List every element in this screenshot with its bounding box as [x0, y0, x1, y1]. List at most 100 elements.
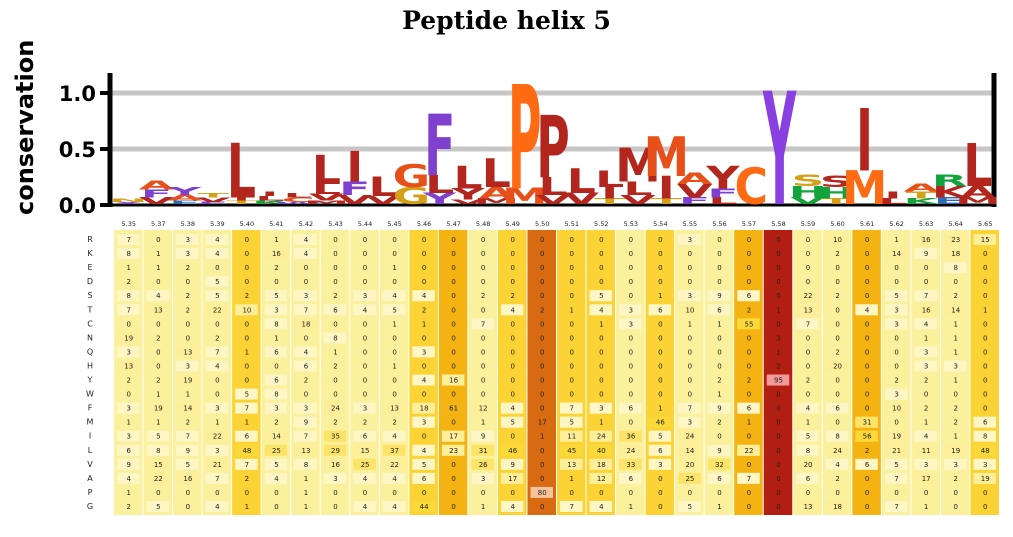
heatmap-column — [438, 230, 468, 515]
cell-value: 0 — [363, 348, 367, 356]
chart-title: Peptide helix 5 — [402, 6, 611, 35]
cell-value: 0 — [953, 391, 957, 399]
cell-value: 9 — [717, 447, 721, 455]
cell-value: 0 — [806, 264, 810, 272]
cell-value: 0 — [835, 334, 839, 342]
cell-value: 3 — [186, 236, 190, 244]
logo-letter: L — [878, 197, 907, 206]
cell-value: 0 — [776, 278, 780, 286]
cell-value: 0 — [865, 278, 869, 286]
heatmap-cell — [619, 444, 642, 456]
cell-value: 11 — [922, 447, 931, 455]
cell-value: 3 — [688, 236, 692, 244]
cell-value: 0 — [983, 362, 987, 370]
cell-value: 0 — [865, 405, 869, 413]
cell-value: 0 — [422, 250, 426, 258]
logo-letter: V — [677, 181, 712, 202]
heatmap-column — [202, 230, 232, 515]
cell-value: 3 — [894, 391, 898, 399]
cell-value: 0 — [747, 348, 751, 356]
heatmap-column — [616, 230, 645, 515]
cell-value: 6 — [274, 348, 279, 356]
heatmap-cell — [323, 472, 347, 484]
heatmap-cell — [707, 472, 731, 484]
cell-value: 0 — [865, 292, 869, 300]
logo-letter: P — [536, 99, 569, 199]
cell-value: 22 — [745, 447, 754, 455]
y-tick-label: 0.5 — [59, 138, 96, 162]
heatmap-column — [645, 230, 675, 515]
cell-value: 4 — [363, 306, 368, 314]
heatmap-column — [497, 230, 527, 515]
cell-value: 1 — [245, 348, 249, 356]
logo-letter: A — [167, 194, 203, 203]
cell-value: 0 — [215, 320, 219, 328]
cell-value: 1 — [629, 503, 633, 511]
cell-value: 3 — [894, 306, 898, 314]
heatmap-cell — [707, 402, 731, 414]
heatmap-cell — [973, 444, 996, 456]
cell-value: 0 — [894, 362, 898, 370]
heatmap-cell — [678, 500, 701, 512]
cell-value: 22 — [213, 306, 222, 314]
cell-value: 2 — [156, 377, 160, 385]
cell-value: 2 — [304, 377, 308, 385]
cell-value: 0 — [865, 475, 869, 483]
cell-value: 2 — [776, 362, 780, 370]
heatmap-cell — [117, 290, 140, 302]
heatmap-cell — [176, 444, 199, 456]
position-label: 5.40 — [240, 220, 254, 228]
heatmap-cell — [914, 458, 937, 470]
cell-value: 56 — [863, 433, 872, 441]
heatmap-column — [291, 230, 320, 515]
heatmap-cell — [205, 472, 229, 484]
cell-value: 5 — [422, 461, 426, 469]
cell-value: 0 — [835, 377, 839, 385]
heatmap-cell — [678, 234, 701, 246]
cell-value: 1 — [422, 320, 426, 328]
cell-value: 11 — [567, 433, 576, 441]
cell-value: 0 — [392, 250, 396, 258]
logo-letter: I — [346, 143, 363, 192]
cell-value: 4 — [363, 475, 368, 483]
logo-letter: L — [623, 178, 652, 199]
residue-label: W — [86, 390, 94, 399]
cell-value: 0 — [245, 250, 249, 258]
logo-letter: L — [312, 181, 341, 197]
heatmap-cell — [441, 430, 465, 442]
cell-value: 0 — [599, 362, 603, 370]
cell-value: 0 — [894, 419, 898, 427]
cell-value: 22 — [154, 475, 163, 483]
cell-value: 17 — [922, 475, 931, 483]
cell-value: 0 — [363, 236, 367, 244]
cell-value: 0 — [629, 377, 633, 385]
cell-value: 3 — [422, 419, 426, 427]
cell-value: 0 — [747, 236, 751, 244]
heatmap-cell — [264, 304, 288, 316]
logo-letter: V — [620, 193, 655, 207]
heatmap-cell — [914, 248, 937, 260]
cell-value: 0 — [570, 334, 574, 342]
logo-letter: W — [273, 201, 323, 205]
cell-value: 1 — [304, 489, 308, 497]
cell-value: 6 — [629, 405, 634, 413]
position-label: 5.44 — [358, 220, 372, 228]
cell-value: 7 — [245, 405, 249, 413]
logo-letter: Y — [450, 185, 486, 203]
residue-label: N — [87, 333, 93, 342]
heatmap-cell — [943, 458, 967, 470]
cell-value: 7 — [245, 461, 249, 469]
cell-value: 19 — [124, 334, 133, 342]
cell-value: 0 — [599, 264, 603, 272]
heatmap-cell — [589, 458, 613, 470]
cell-value: 16 — [272, 250, 281, 258]
cell-value: 6 — [245, 433, 250, 441]
logo-letter: L — [595, 168, 624, 193]
heatmap-cell — [117, 346, 140, 358]
cell-value: 0 — [629, 391, 633, 399]
cell-value: 35 — [331, 433, 340, 441]
cell-value: 0 — [599, 236, 603, 244]
cell-value: 0 — [451, 391, 455, 399]
cell-value: 6 — [806, 475, 811, 483]
cell-value: 0 — [629, 278, 633, 286]
